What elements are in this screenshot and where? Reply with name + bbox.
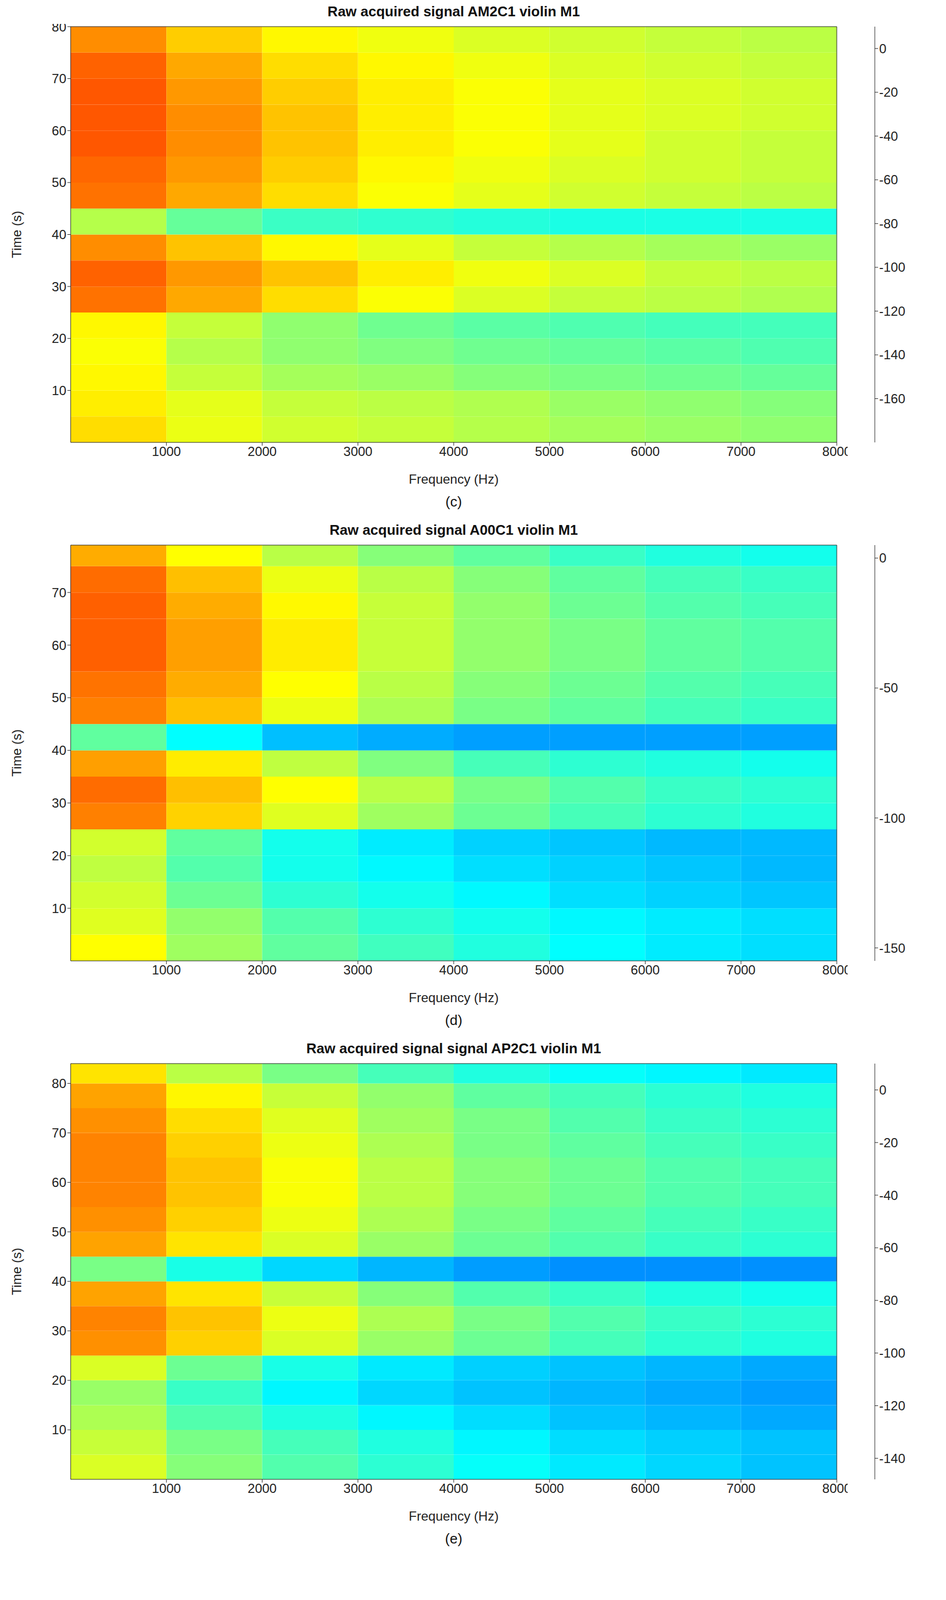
svg-text:8000: 8000 [822, 1480, 848, 1496]
svg-text:-100: -100 [879, 1345, 906, 1361]
svg-text:4000: 4000 [439, 1480, 468, 1496]
svg-text:0: 0 [879, 550, 887, 566]
svg-text:3000: 3000 [343, 1480, 373, 1496]
svg-text:2000: 2000 [247, 1480, 277, 1496]
svg-text:60: 60 [51, 637, 67, 653]
svg-text:-50: -50 [879, 680, 899, 695]
svg-text:10: 10 [51, 383, 67, 398]
svg-text:50: 50 [51, 1224, 67, 1239]
svg-text:Time (s): Time (s) [9, 729, 24, 777]
svg-text:60: 60 [51, 123, 67, 139]
svg-text:20: 20 [51, 848, 67, 863]
html-text:Raw acquired signal AM2C1 viol: Raw acquired signal AM2C1 violin M1 [327, 3, 580, 20]
svg-text:-120: -120 [879, 1398, 906, 1413]
svg-text:-160: -160 [879, 391, 906, 406]
svg-text:7000: 7000 [726, 443, 756, 459]
svg-text:50: 50 [51, 690, 67, 705]
svg-text:-100: -100 [879, 810, 906, 826]
html-text:Raw acquired signal A00C1 viol: Raw acquired signal A00C1 violin M1 [329, 521, 578, 538]
svg-text:-80: -80 [879, 1292, 899, 1308]
svg-text:-120: -120 [879, 303, 906, 319]
svg-text:70: 70 [51, 1125, 67, 1140]
svg-text:30: 30 [51, 795, 67, 811]
svg-text:20: 20 [51, 330, 67, 346]
svg-text:-100: -100 [879, 259, 906, 275]
svg-text:-140: -140 [879, 1450, 906, 1466]
svg-text:-60: -60 [879, 1239, 899, 1255]
svg-text:8000: 8000 [822, 443, 848, 459]
svg-text:2000: 2000 [247, 443, 277, 459]
svg-text:5000: 5000 [535, 962, 565, 977]
svg-text:6000: 6000 [630, 962, 660, 977]
svg-text:-40: -40 [879, 1187, 899, 1203]
svg-text:70: 70 [51, 585, 67, 600]
svg-text:3000: 3000 [343, 962, 373, 977]
svg-text:20: 20 [51, 1372, 67, 1388]
svg-text:1000: 1000 [152, 443, 181, 459]
svg-text:1000: 1000 [152, 962, 181, 977]
svg-text:3000: 3000 [343, 443, 373, 459]
html-text:Raw acquired signal signal AP2: Raw acquired signal signal AP2C1 violin … [306, 1040, 602, 1057]
svg-text:7000: 7000 [726, 962, 756, 977]
svg-text:80: 80 [51, 23, 67, 35]
svg-text:2000: 2000 [247, 962, 277, 977]
svg-text:7000: 7000 [726, 1480, 756, 1496]
svg-text:-20: -20 [879, 84, 899, 100]
svg-text:-60: -60 [879, 172, 899, 187]
svg-text:5000: 5000 [535, 1480, 565, 1496]
html-text:(c): (c) [445, 493, 462, 510]
svg-text:Time (s): Time (s) [9, 210, 24, 259]
svg-text:4000: 4000 [439, 443, 468, 459]
svg-text:80: 80 [51, 1075, 67, 1091]
svg-text:40: 40 [51, 742, 67, 758]
svg-text:4000: 4000 [439, 962, 468, 977]
svg-text:10: 10 [51, 900, 67, 916]
svg-text:0: 0 [879, 41, 887, 56]
svg-text:8000: 8000 [822, 962, 848, 977]
svg-text:-40: -40 [879, 128, 899, 144]
svg-text:30: 30 [51, 279, 67, 294]
svg-text:-150: -150 [879, 940, 906, 956]
svg-text:50: 50 [51, 174, 67, 190]
svg-text:Frequency (Hz): Frequency (Hz) [408, 990, 499, 1005]
svg-text:-20: -20 [879, 1135, 899, 1150]
svg-text:6000: 6000 [630, 1480, 660, 1496]
svg-text:5000: 5000 [535, 443, 565, 459]
html-text:(e): (e) [445, 1530, 463, 1547]
svg-text:40: 40 [51, 227, 67, 242]
svg-text:0: 0 [879, 1082, 887, 1098]
svg-text:30: 30 [51, 1323, 67, 1338]
svg-text:10: 10 [51, 1421, 67, 1437]
svg-text:70: 70 [51, 71, 67, 86]
svg-text:-80: -80 [879, 216, 899, 231]
html-text:(d): (d) [445, 1011, 463, 1029]
svg-text:1000: 1000 [152, 1480, 181, 1496]
svg-text:Frequency (Hz): Frequency (Hz) [408, 471, 499, 487]
svg-text:Time (s): Time (s) [9, 1247, 24, 1295]
svg-text:Frequency (Hz): Frequency (Hz) [408, 1508, 499, 1524]
svg-text:6000: 6000 [630, 443, 660, 459]
svg-text:-140: -140 [879, 347, 906, 362]
svg-text:60: 60 [51, 1174, 67, 1190]
svg-text:40: 40 [51, 1273, 67, 1289]
